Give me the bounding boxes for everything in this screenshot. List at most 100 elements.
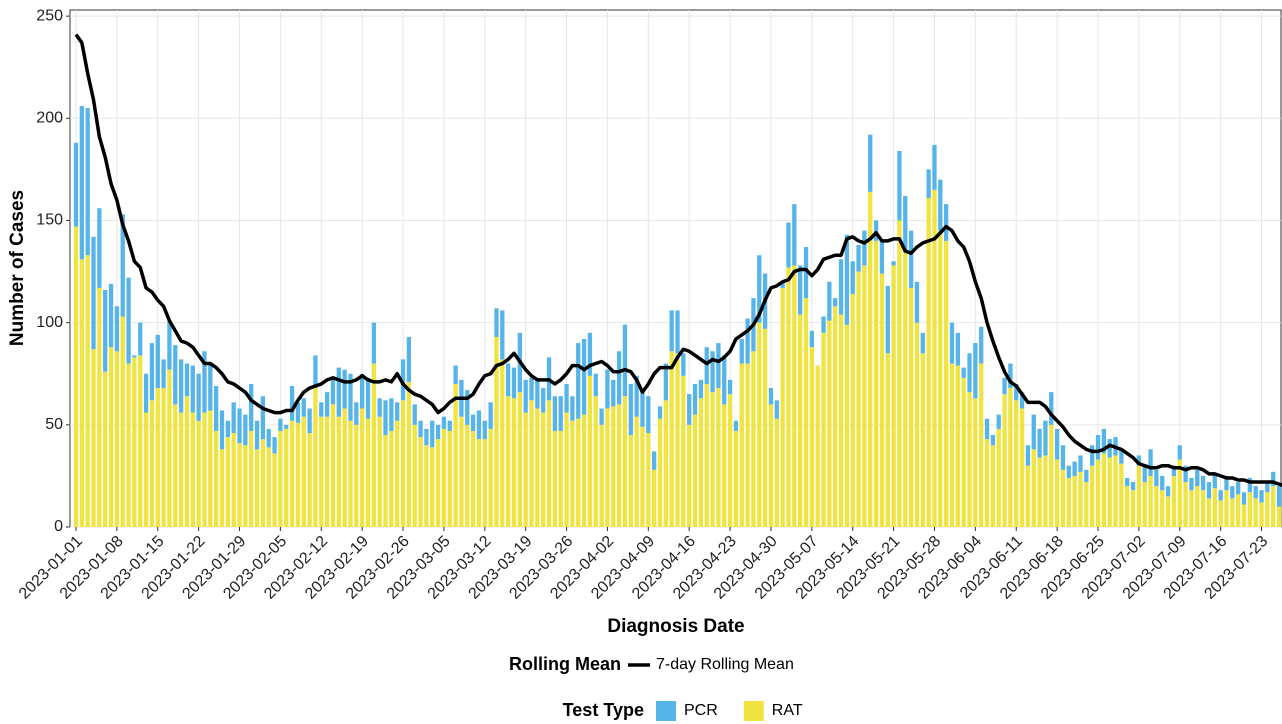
- bar: [103, 371, 108, 527]
- bar: [786, 222, 791, 268]
- bar: [138, 322, 143, 356]
- bar: [973, 398, 978, 527]
- bar: [517, 392, 522, 527]
- bar: [552, 396, 558, 431]
- bar: [202, 412, 207, 527]
- bar: [1276, 506, 1282, 527]
- bar: [143, 412, 149, 527]
- bar: [120, 214, 125, 317]
- bar: [424, 445, 429, 527]
- bar: [383, 435, 388, 527]
- bar: [1236, 494, 1241, 527]
- bar: [628, 383, 633, 436]
- bar: [1130, 490, 1136, 527]
- bar: [167, 369, 172, 527]
- bar: [1136, 465, 1142, 527]
- bar: [167, 320, 172, 370]
- bar: [1259, 490, 1264, 503]
- bar: [1060, 469, 1066, 527]
- bar: [1095, 435, 1101, 460]
- bar: [949, 322, 955, 364]
- bar: [1206, 498, 1212, 527]
- bar: [219, 449, 225, 527]
- bar: [1125, 486, 1130, 527]
- bar: [395, 420, 400, 527]
- bar: [821, 332, 826, 527]
- bar: [278, 430, 283, 527]
- bar: [1142, 465, 1147, 483]
- bar: [1037, 428, 1042, 458]
- bar: [757, 255, 762, 323]
- bar: [628, 435, 633, 527]
- bar: [833, 298, 838, 307]
- bar: [155, 334, 160, 389]
- bar: [698, 379, 704, 399]
- bar: [319, 416, 324, 527]
- bar: [1025, 445, 1031, 466]
- bar: [114, 306, 120, 352]
- bar: [821, 316, 826, 333]
- bar: [879, 273, 885, 527]
- bar: [377, 416, 382, 527]
- bar: [73, 142, 79, 227]
- bar: [669, 310, 674, 352]
- bar: [652, 469, 657, 527]
- bar: [827, 320, 832, 527]
- bar: [476, 439, 482, 527]
- bar: [675, 310, 680, 354]
- bar: [873, 240, 879, 528]
- bar: [132, 355, 137, 358]
- bar: [657, 418, 663, 527]
- bar: [1230, 498, 1235, 527]
- bar: [1271, 471, 1276, 487]
- bar: [564, 412, 569, 527]
- y-tick-label: 250: [36, 7, 63, 24]
- legend-label: RAT: [772, 702, 803, 719]
- bar: [406, 336, 412, 382]
- bar: [1090, 465, 1095, 527]
- bar: [482, 439, 487, 527]
- bar: [739, 339, 744, 364]
- bar: [1218, 500, 1223, 527]
- bar: [593, 396, 598, 527]
- bar: [1037, 457, 1042, 527]
- bar: [850, 294, 855, 527]
- bar: [278, 418, 283, 431]
- bar: [850, 261, 855, 295]
- bar: [581, 339, 587, 415]
- bar: [611, 406, 616, 527]
- bar: [1119, 449, 1124, 464]
- bar: [996, 414, 1001, 429]
- bar: [733, 430, 739, 527]
- bar: [1212, 488, 1217, 527]
- bar: [961, 367, 966, 378]
- bar: [1043, 455, 1048, 527]
- bar: [488, 428, 493, 527]
- bar: [1265, 492, 1270, 527]
- bar: [1054, 459, 1060, 527]
- bar: [903, 251, 908, 527]
- bar: [955, 332, 960, 366]
- bar: [85, 255, 90, 527]
- bar: [1078, 455, 1083, 472]
- bar: [681, 375, 686, 527]
- bar: [260, 439, 266, 527]
- bar: [944, 240, 949, 528]
- bar: [453, 365, 458, 384]
- bar: [453, 383, 458, 527]
- bar: [634, 375, 639, 417]
- bar: [108, 283, 114, 348]
- bar: [833, 306, 838, 527]
- bar: [704, 383, 709, 527]
- bar: [79, 106, 84, 260]
- y-axis-title: Number of Cases: [7, 190, 28, 346]
- bar: [967, 392, 972, 527]
- bar: [1054, 428, 1060, 460]
- bar: [687, 424, 692, 527]
- bar: [698, 398, 704, 527]
- bar: [237, 408, 242, 444]
- bar: [984, 418, 990, 440]
- bar: [1136, 455, 1142, 466]
- bar: [926, 198, 931, 527]
- bar: [581, 414, 587, 527]
